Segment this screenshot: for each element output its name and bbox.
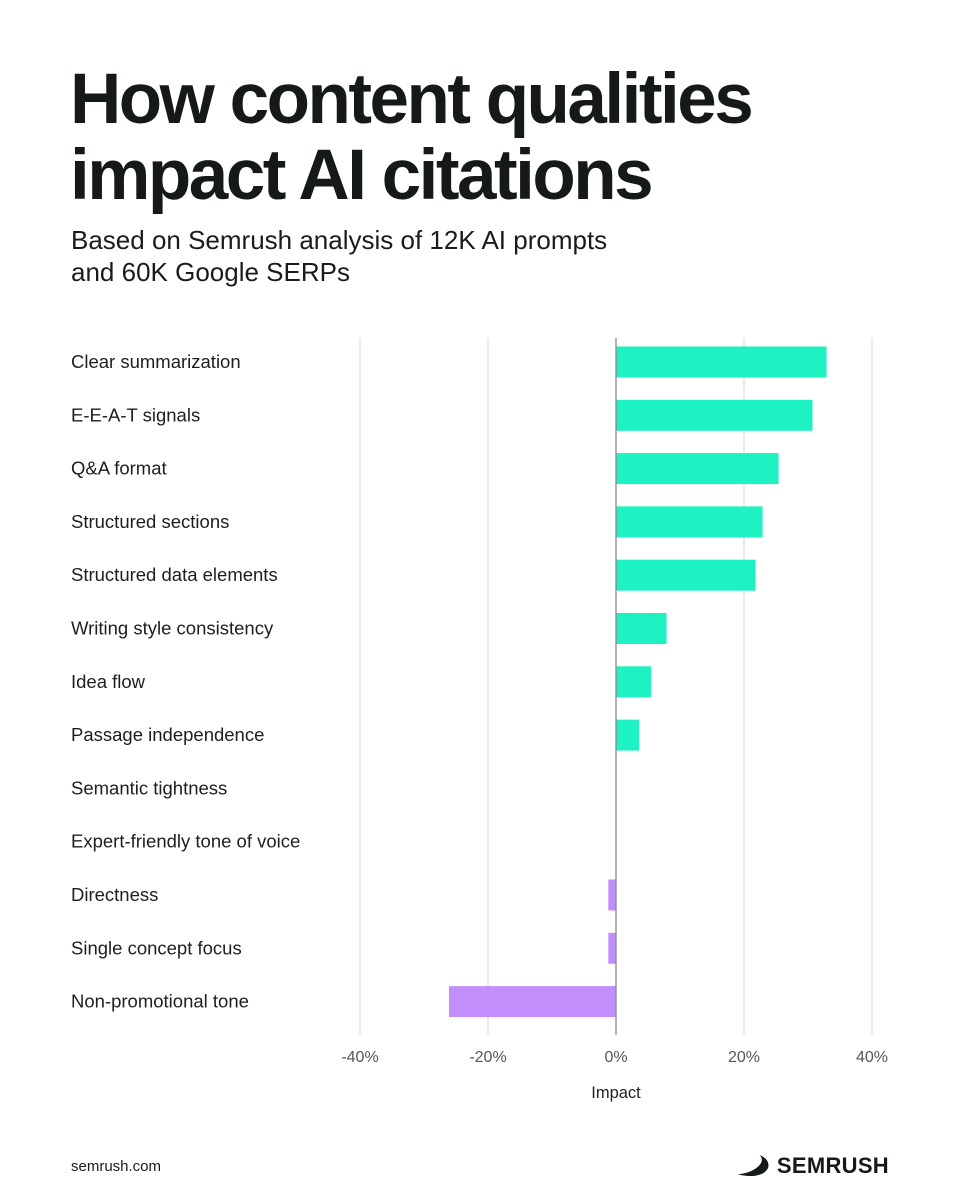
- category-label: Single concept focus: [71, 937, 242, 958]
- category-label: Clear summarization: [71, 351, 241, 372]
- chart-subtitle-line-2: and 60K Google SERPs: [71, 257, 350, 287]
- x-tick-labels: -40% -20% 0% 20% 40%: [341, 1049, 888, 1066]
- category-label: Writing style consistency: [71, 618, 274, 639]
- chart-subtitle: Based on Semrush analysis of 12K AI prom…: [71, 224, 871, 288]
- category-label: Passage independence: [71, 724, 264, 745]
- bar: [608, 932, 616, 964]
- chart-title: How content qualities impact AI citation…: [70, 62, 910, 214]
- bar: [616, 346, 827, 378]
- category-labels: Clear summarization E-E-A-T signals Q&A fo…: [71, 351, 300, 1012]
- brand-logo: SEMRUSH: [737, 1153, 889, 1179]
- bar: [616, 559, 756, 591]
- x-tick-label: -20%: [469, 1049, 506, 1066]
- x-axis-label: Impact: [591, 1084, 641, 1102]
- bar-chart: Clear summarization E-E-A-T signals Q&A fo…: [71, 338, 888, 1102]
- bar: [448, 986, 616, 1018]
- category-label: Expert-friendly tone of voice: [71, 831, 300, 852]
- category-label: Non-promotional tone: [71, 991, 249, 1012]
- brand-name: SEMRUSH: [776, 1153, 889, 1178]
- chart-subtitle-line-1: Based on Semrush analysis of 12K AI prom…: [71, 225, 608, 255]
- bars: [448, 346, 827, 1018]
- semrush-fire-logo-icon: [737, 1155, 769, 1176]
- gridlines: [359, 338, 873, 1035]
- chart-title-line-2: impact AI citations: [70, 136, 654, 215]
- x-tick-label: 20%: [728, 1049, 760, 1066]
- x-tick-label: 40%: [856, 1049, 888, 1066]
- category-label: Structured data elements: [71, 564, 278, 585]
- chart-title-line-1: How content qualities: [70, 60, 754, 139]
- footer-url: semrush.com: [71, 1158, 162, 1175]
- category-label: E-E-A-T signals: [71, 404, 200, 425]
- category-label: Idea flow: [71, 671, 146, 692]
- category-label: Q&A format: [71, 458, 167, 479]
- bar: [616, 453, 779, 485]
- category-label: Directness: [71, 884, 158, 905]
- category-label: Structured sections: [71, 511, 229, 532]
- x-tick-label: 0%: [604, 1049, 627, 1066]
- bar: [616, 613, 667, 644]
- bar: [616, 666, 652, 698]
- bar: [608, 879, 616, 911]
- bar: [616, 399, 813, 431]
- bar: [616, 719, 640, 751]
- x-tick-label: -40%: [341, 1049, 378, 1066]
- bar: [616, 506, 763, 538]
- category-label: Semantic tightness: [71, 777, 227, 798]
